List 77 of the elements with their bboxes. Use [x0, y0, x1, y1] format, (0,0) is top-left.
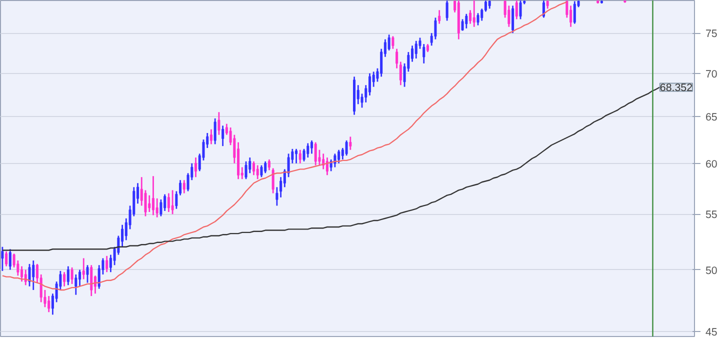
candlestick [438, 9, 441, 24]
candlestick [20, 266, 24, 282]
candlestick [167, 192, 170, 213]
y-tick-label: 65 [706, 112, 718, 124]
candlestick [396, 48, 398, 70]
y-tick-label: 75 [706, 28, 718, 40]
candlestick [171, 190, 174, 215]
candlestick [566, 0, 568, 18]
y-tick-label: 70 [706, 68, 718, 80]
candlestick [32, 260, 35, 291]
candlestick [310, 140, 314, 154]
candlestick [5, 250, 8, 267]
candlestick [512, 4, 514, 34]
candlestick [78, 269, 82, 288]
candlestick [472, 0, 476, 28]
candlestick [244, 160, 248, 180]
candlestick [86, 264, 89, 284]
candlestick [264, 160, 267, 174]
candlestick [179, 179, 182, 196]
candlestick [515, 0, 518, 20]
candlestick [48, 295, 50, 313]
candlestick [210, 128, 212, 145]
candlestick [82, 258, 85, 280]
candlestick [399, 61, 402, 86]
candlestick [414, 40, 418, 60]
candlestick [70, 266, 74, 285]
annotation: 68.352 [660, 82, 693, 94]
candlestick [248, 156, 252, 174]
candlestick [272, 168, 274, 194]
candlestick [388, 34, 390, 52]
candlestick [570, 4, 572, 28]
candlestick [349, 136, 352, 151]
candlestick [98, 264, 100, 290]
candlestick [368, 72, 371, 96]
candlestick [148, 194, 151, 213]
candlestick [345, 140, 348, 156]
y-tick-label: 55 [706, 209, 718, 222]
candlestick [252, 160, 256, 176]
candlestick [468, 9, 472, 24]
candlestick [152, 175, 154, 216]
candlestick [63, 271, 66, 288]
candlestick [222, 124, 224, 147]
candlestick [1, 246, 4, 272]
y-tick-label: 60 [706, 158, 718, 170]
candlestick [160, 198, 162, 217]
candlestick [446, 0, 448, 22]
candlestick [476, 12, 480, 26]
candlestick [573, 0, 576, 24]
candlestick [338, 149, 340, 164]
candlestick [465, 13, 468, 30]
y-tick-label: 45 [706, 326, 718, 338]
candlestick [298, 149, 302, 164]
candlestick [392, 35, 394, 50]
candlestick [194, 156, 198, 178]
candlestick [295, 148, 298, 164]
candlestick [268, 158, 270, 171]
candlestick [164, 194, 166, 212]
candlestick [28, 263, 31, 288]
candlestick [106, 255, 108, 273]
candlestick [508, 4, 510, 28]
candlestick [90, 264, 93, 297]
candlestick [276, 186, 278, 206]
candlestick [74, 274, 78, 296]
candlestick [156, 198, 158, 218]
candlestick [182, 179, 186, 194]
candlestick [8, 248, 12, 270]
candlestick [519, 0, 522, 20]
candlestick [256, 164, 259, 180]
candlestick [260, 164, 263, 178]
y-tick-label: 50 [706, 264, 718, 277]
candlestick [175, 190, 178, 210]
candlestick [314, 142, 317, 166]
candlestick [214, 118, 216, 145]
candlestick [66, 266, 70, 286]
candlestick [422, 43, 426, 64]
candlestick [306, 142, 310, 158]
candlestick [218, 111, 220, 136]
